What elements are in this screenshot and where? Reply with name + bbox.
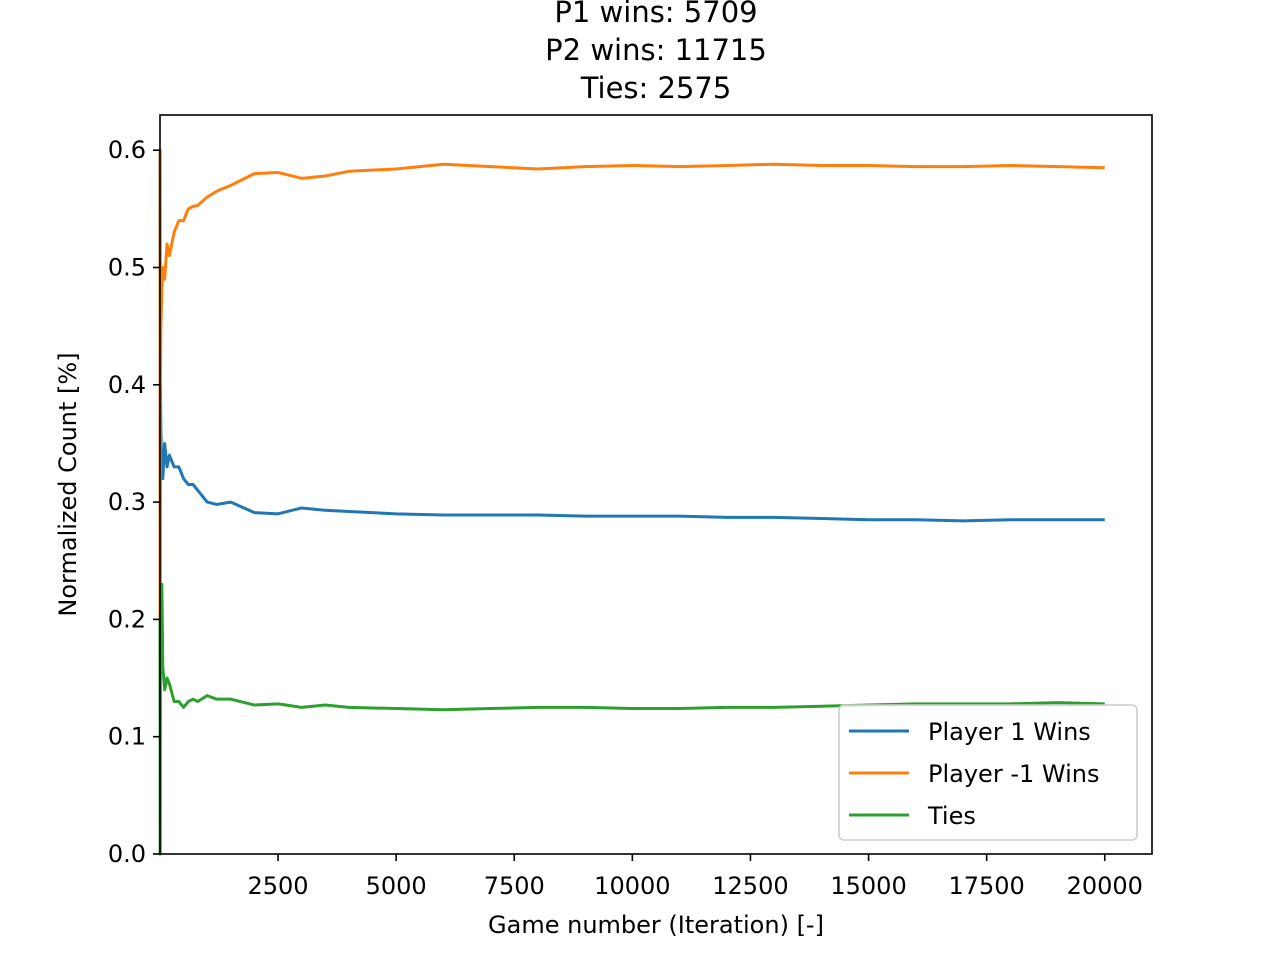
legend-label: Player -1 Wins: [928, 760, 1099, 788]
legend-box: [838, 704, 1138, 841]
plot-series: [158, 148, 1105, 856]
title-line: Ties: 2575: [580, 71, 732, 105]
title-line: P1 wins: 5709: [554, 0, 757, 29]
y-tick-label: 0.3: [108, 488, 146, 516]
y-axis-label: Normalized Count [%]: [54, 352, 82, 616]
x-tick-label: 12500: [712, 872, 788, 900]
y-tick-label: 0.5: [108, 253, 146, 281]
x-tick-label: 7500: [484, 872, 545, 900]
x-tick-label: 15000: [830, 872, 906, 900]
y-tick-label: 0.4: [108, 371, 146, 399]
y-tick-label: 0.2: [108, 605, 146, 633]
x-axis: 2500 5000 7500 10000 12500 15000 17500 20000: [248, 854, 1143, 900]
x-tick-label: 20000: [1067, 872, 1143, 900]
x-axis-label: Game number (Iteration) [-]: [488, 911, 824, 939]
legend-label: Ties: [927, 802, 976, 830]
legend: Player 1 Wins Player -1 Wins Ties: [838, 704, 1138, 841]
y-tick-label: 0.1: [108, 723, 146, 751]
legend-label: Player 1 Wins: [928, 718, 1091, 746]
title-line: P2 wins: 11715: [545, 33, 767, 67]
x-tick-label: 17500: [948, 872, 1024, 900]
x-tick-label: 5000: [366, 872, 427, 900]
y-tick-label: 0.6: [108, 136, 146, 164]
y-axis: 0.0 0.1 0.2 0.3 0.4 0.5 0.6: [108, 136, 160, 868]
x-tick-label: 10000: [594, 872, 670, 900]
plot-frame: [159, 114, 1153, 855]
chart-title: P1 wins: 5709 P2 wins: 11715 Ties: 2575: [545, 0, 767, 105]
x-tick-label: 2500: [248, 872, 309, 900]
series-line: [158, 582, 1105, 856]
series-line: [158, 150, 1105, 621]
y-tick-label: 0.0: [108, 840, 146, 868]
series-line: [158, 148, 1105, 620]
